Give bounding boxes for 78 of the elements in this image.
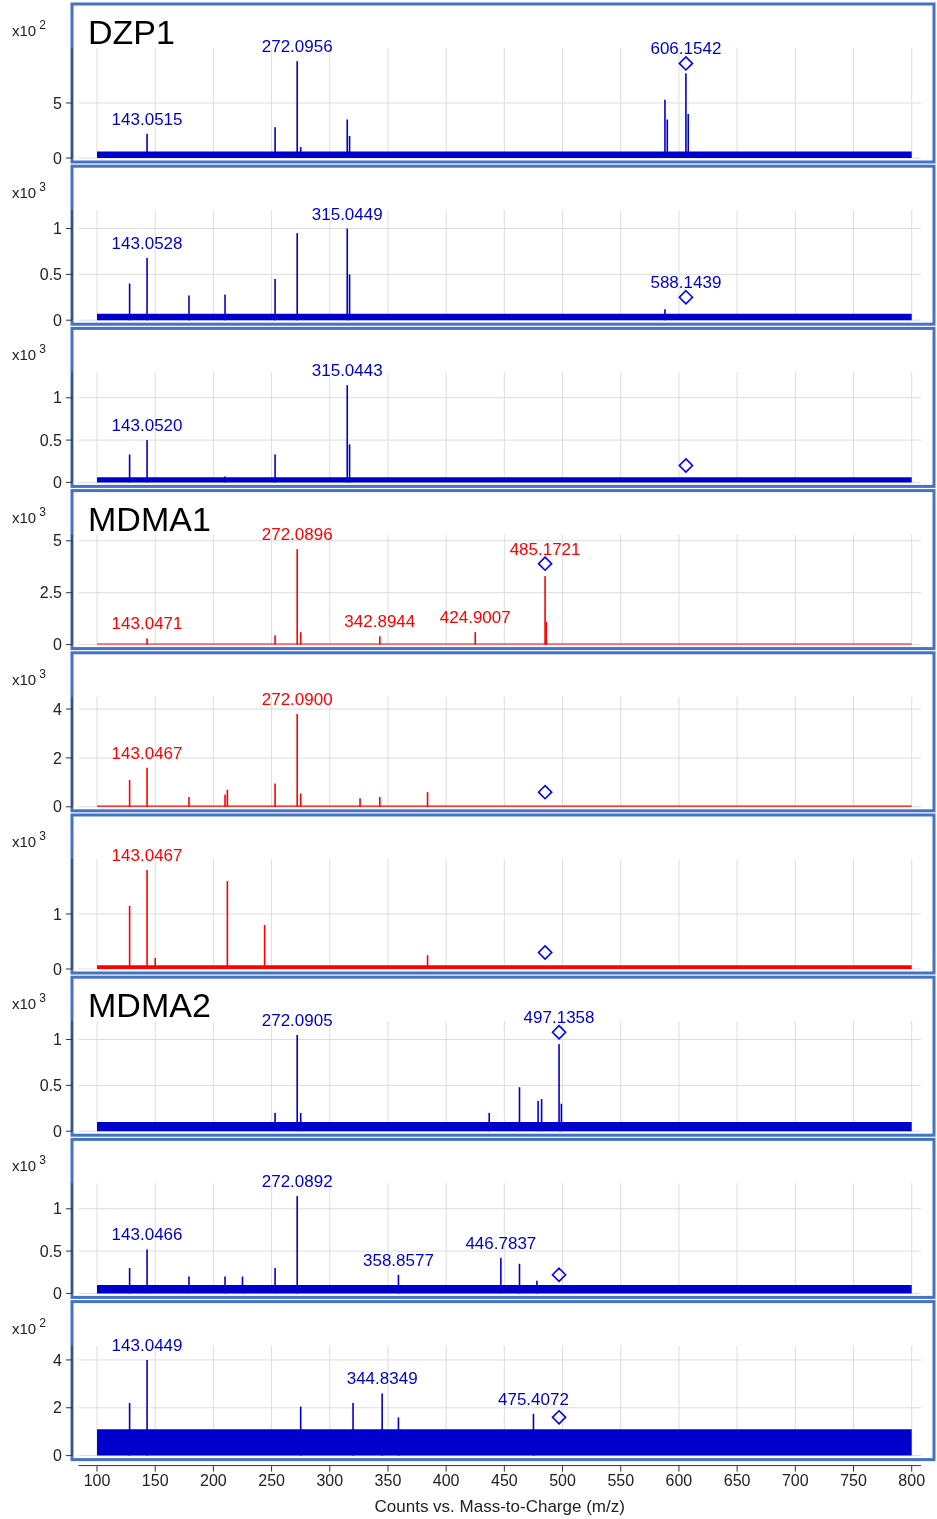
annotation: 588.1439 — [650, 273, 722, 293]
annotation: 344.8349 — [346, 1369, 418, 1389]
x-tick-label: 200 — [200, 1471, 227, 1489]
annotation: 424.9007 — [439, 608, 511, 628]
y-axis-title: x10$^{3}$ — [12, 829, 47, 850]
y-axis-title: x10$^{3}$ — [12, 504, 47, 526]
annotation: 143.0467 — [111, 743, 183, 763]
y-tick-label: 0 — [53, 1447, 63, 1465]
annotation: 143.0520 — [111, 416, 183, 436]
annotation: 272.0896 — [261, 525, 333, 545]
annotation: 143.0515 — [111, 109, 183, 129]
y-axis-title: x10$^{2}$ — [12, 1315, 47, 1337]
y-tick-label: 0 — [53, 1285, 63, 1302]
y-tick-label: 0 — [53, 149, 63, 167]
y-axis-title: x10$^{3}$ — [12, 666, 47, 688]
y-tick-label: 2.5 — [39, 584, 63, 602]
x-tick-label: 250 — [258, 1471, 286, 1489]
y-tick-label: 0 — [53, 1122, 63, 1140]
y-tick-label: 4 — [53, 700, 63, 718]
y-axis-title: x10$^{3}$ — [12, 180, 47, 202]
y-tick-label: 0 — [53, 474, 63, 491]
y-tick-label: 0.5 — [39, 1242, 63, 1260]
y-tick-label: 1 — [53, 1031, 63, 1049]
chart-title: DZP1 — [88, 13, 175, 51]
annotation: 485.1721 — [509, 539, 581, 559]
annotation: 143.0466 — [111, 1225, 183, 1245]
y-tick-label: 2 — [53, 749, 63, 767]
x-tick-label: 150 — [141, 1471, 169, 1489]
annotation: 272.0956 — [261, 37, 333, 57]
annotation: 143.0528 — [111, 233, 183, 253]
x-tick-label: 500 — [549, 1471, 576, 1489]
x-tick-label: 800 — [898, 1471, 926, 1489]
annotation: 446.7837 — [465, 1233, 537, 1253]
y-axis-title: x10$^{3}$ — [12, 1153, 47, 1175]
y-tick-label: 1 — [53, 220, 63, 238]
y-tick-label: 0.5 — [39, 431, 63, 449]
chart-title: MDMA2 — [88, 986, 211, 1025]
x-tick-label: 350 — [374, 1471, 402, 1489]
x-tick-label: 300 — [316, 1471, 344, 1489]
y-axis-title: x10$^{3}$ — [12, 342, 47, 364]
y-tick-label: 0 — [53, 960, 63, 978]
annotation: 497.1358 — [523, 1008, 595, 1028]
x-tick-label: 600 — [665, 1471, 693, 1489]
x-tick-label: 450 — [491, 1471, 518, 1489]
y-tick-label: 0 — [53, 636, 63, 654]
x-tick-label: 750 — [840, 1471, 867, 1489]
x-tick-label: 550 — [607, 1471, 635, 1489]
annotation: 272.0892 — [261, 1172, 333, 1192]
x-tick-label: 700 — [781, 1471, 809, 1489]
y-tick-label: 5 — [53, 532, 63, 550]
annotation: 315.0449 — [311, 204, 383, 224]
y-tick-label: 4 — [53, 1351, 63, 1369]
annotation: 606.1542 — [650, 39, 722, 59]
y-tick-label: 0.5 — [39, 265, 63, 283]
y-tick-label: 1 — [53, 1200, 63, 1218]
annotation: 342.8944 — [344, 612, 416, 632]
annotation: 272.0900 — [261, 689, 333, 709]
annotation: 143.0449 — [111, 1335, 183, 1355]
y-tick-label: 0 — [53, 798, 63, 816]
y-tick-label: 2 — [53, 1399, 63, 1417]
x-tick-label: 650 — [723, 1471, 751, 1489]
chart-title: MDMA1 — [88, 499, 211, 538]
y-tick-label: 5 — [53, 94, 63, 112]
y-axis-title: x10$^{2}$ — [12, 18, 47, 39]
annotation: 143.0467 — [111, 846, 183, 865]
annotation: 272.0905 — [261, 1010, 333, 1030]
x-axis-title: Counts vs. Mass-to-Charge (m/z) — [374, 1496, 625, 1516]
annotation: 358.8577 — [363, 1250, 434, 1270]
y-tick-label: 1 — [53, 389, 63, 407]
annotation: 143.0471 — [111, 614, 183, 634]
x-tick-label: 400 — [432, 1471, 460, 1489]
x-tick-label: 100 — [83, 1471, 111, 1489]
y-tick-label: 0.5 — [39, 1076, 63, 1094]
annotation: 475.4072 — [498, 1389, 569, 1409]
y-tick-label: 0 — [53, 311, 63, 329]
y-axis-title: x10$^{3}$ — [12, 991, 47, 1013]
annotation: 315.0443 — [311, 361, 383, 381]
y-tick-label: 1 — [53, 905, 63, 923]
